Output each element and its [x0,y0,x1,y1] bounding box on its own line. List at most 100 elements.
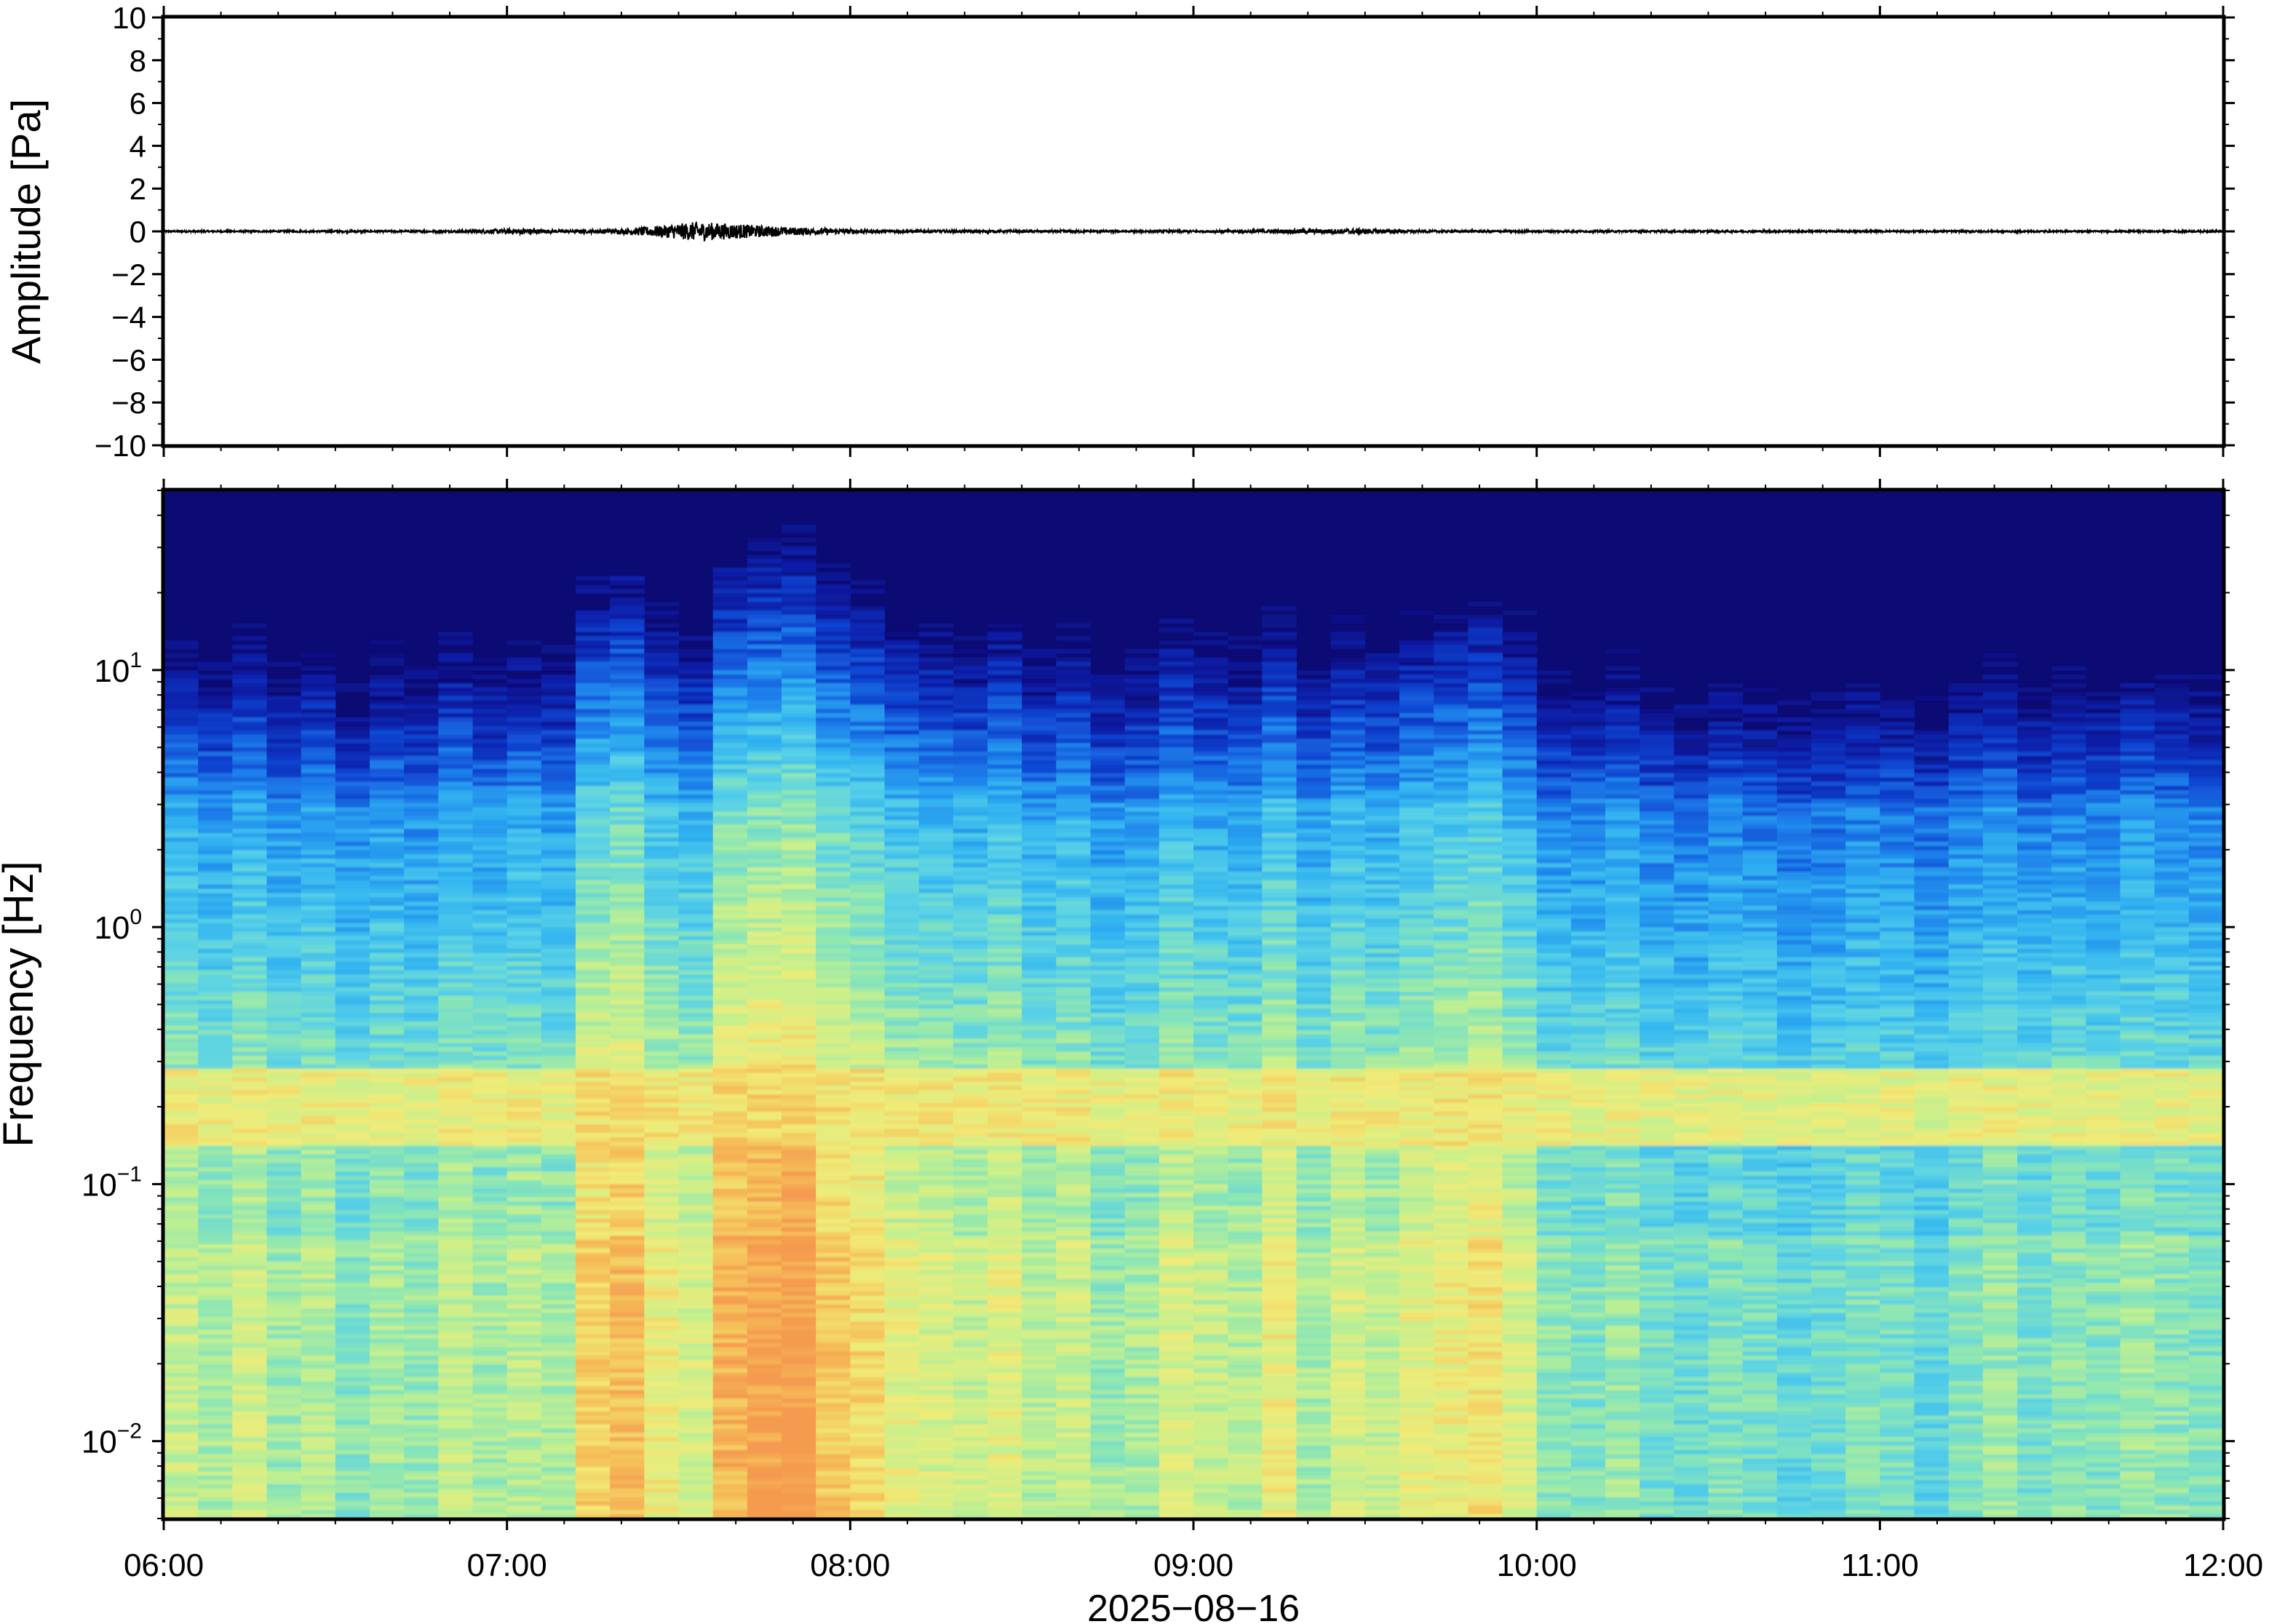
spectrogram-cell [335,966,370,971]
spectrogram-cell [747,1492,782,1498]
spectrogram-cell [644,798,680,804]
spectrogram-cell [472,1222,508,1228]
spectrogram-cell [438,807,474,813]
spectrogram-cell [712,1051,748,1056]
spectrogram-cell [266,1179,302,1185]
spectrogram-cell [850,1326,886,1331]
spectrogram-cell [576,1252,611,1258]
spectrogram-cell [541,1385,576,1390]
spectrogram-cell [301,682,336,688]
spectrogram-cell [644,1064,680,1070]
spectrogram-cell [816,1090,851,1095]
spectrogram-cell [850,1145,886,1151]
spectrogram-cell [712,1176,748,1181]
spectrogram-cell [678,1420,714,1425]
spectrogram-cell [747,966,782,971]
spectrogram-cell [850,1068,886,1074]
spectrogram-cell [747,1445,782,1451]
spectrogram-cell [644,1017,680,1022]
spectrogram-cell [301,1372,336,1378]
spectrogram-cell [541,1398,576,1404]
spectrogram-cell [438,700,474,705]
spectrogram-cell [678,1347,714,1352]
spectrogram-cell [576,614,611,620]
spectrogram-cell [918,1111,954,1117]
spectrogram-cell [747,1372,782,1378]
spectrogram-cell [404,1013,439,1018]
spectrogram-cell [198,1129,233,1134]
spectrogram-cell [712,1193,748,1198]
spectrogram-cell [370,786,405,791]
spectrogram-cell [370,1167,405,1172]
spectrogram-cell [816,1480,851,1485]
spectrogram-cell [644,644,680,650]
spectrogram-cell [472,1372,508,1378]
spectrogram-cell [576,1167,611,1172]
spectrogram-cell [782,1090,816,1095]
spectrogram-cell [644,1086,680,1091]
spectrogram-cell [266,1206,302,1211]
spectrogram-cell [301,1043,336,1048]
spectrogram-cell [712,1420,748,1425]
spectrogram-cell [198,811,233,817]
spectrogram-cell [438,1120,474,1125]
spectrogram-cell [404,1265,439,1271]
spectrogram-cell [266,1356,302,1361]
spectrogram-cell [404,880,439,885]
spectrogram-cell [404,721,439,727]
spectrogram-cell [438,944,474,950]
spectrogram-cell [541,906,576,911]
spectrogram-cell [918,974,954,979]
spectrogram-cell [472,1403,508,1408]
spectrogram-cell [953,845,988,851]
spectrogram-cell [816,1102,851,1108]
spectrogram-cell [678,1334,714,1340]
spectrogram-cell [678,1381,714,1387]
spectrogram-cell [266,1291,302,1297]
spectrogram-cell [576,1227,611,1233]
spectrogram-cell [266,931,302,936]
spectrogram-cell [678,816,714,821]
spectrogram-cell [438,987,474,992]
spectrogram-cell [335,1385,370,1390]
spectrogram-cell [610,1214,645,1219]
spectrogram-cell [232,974,268,979]
spectrogram-cell [576,1102,611,1108]
spectrogram-cell [678,1176,714,1181]
spectrogram-cell [712,1377,748,1382]
spectrogram-cell [370,1047,405,1052]
spectrogram-cell [301,1167,336,1172]
spectrogram-cell [164,811,199,817]
spectrogram-cell [232,1283,268,1288]
spectrogram-cell [335,1313,370,1318]
spectrogram-cell [438,1308,474,1313]
spectrogram-cell [782,1154,816,1160]
spectrogram-cell [266,854,302,859]
spectrogram-cell [816,927,851,933]
spectrogram-cell [370,674,405,680]
spectrogram-cell [266,1077,302,1083]
spectrogram-cell [472,768,508,774]
spectrogram-cell [301,713,336,718]
spectrogram-cell [576,1030,611,1035]
spectrogram-cell [541,1265,576,1271]
spectrogram-cell [266,1090,302,1095]
spectrogram-cell [884,803,920,808]
spectrogram-cell [610,1445,645,1451]
spectrogram-cell [164,1056,199,1061]
spectrogram-cell [747,593,782,598]
spectrogram-cell [198,1047,233,1052]
spectrogram-cell [232,1184,268,1190]
spectrogram-cell [816,1051,851,1056]
spectrogram-cell [644,1295,680,1301]
spectrogram-cell [610,1086,645,1091]
spectrogram-cell [747,576,782,581]
spectrogram-cell [404,1514,439,1518]
spectrogram-cell [404,717,439,723]
spectrogram-cell [610,1385,645,1390]
spectrogram-cell [782,670,816,675]
spectrogram-cell [541,1047,576,1052]
spectrogram-cell [712,816,748,821]
spectrogram-cell [610,893,645,898]
spectrogram-cell [850,923,886,928]
